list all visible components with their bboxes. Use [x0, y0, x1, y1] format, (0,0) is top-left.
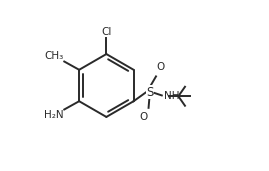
Text: Cl: Cl: [101, 27, 112, 37]
Text: CH₃: CH₃: [44, 51, 63, 61]
Text: S: S: [147, 86, 154, 99]
Text: H₂N: H₂N: [44, 110, 63, 120]
Text: O: O: [140, 112, 148, 122]
Text: O: O: [157, 62, 165, 72]
Text: NH: NH: [164, 91, 180, 101]
